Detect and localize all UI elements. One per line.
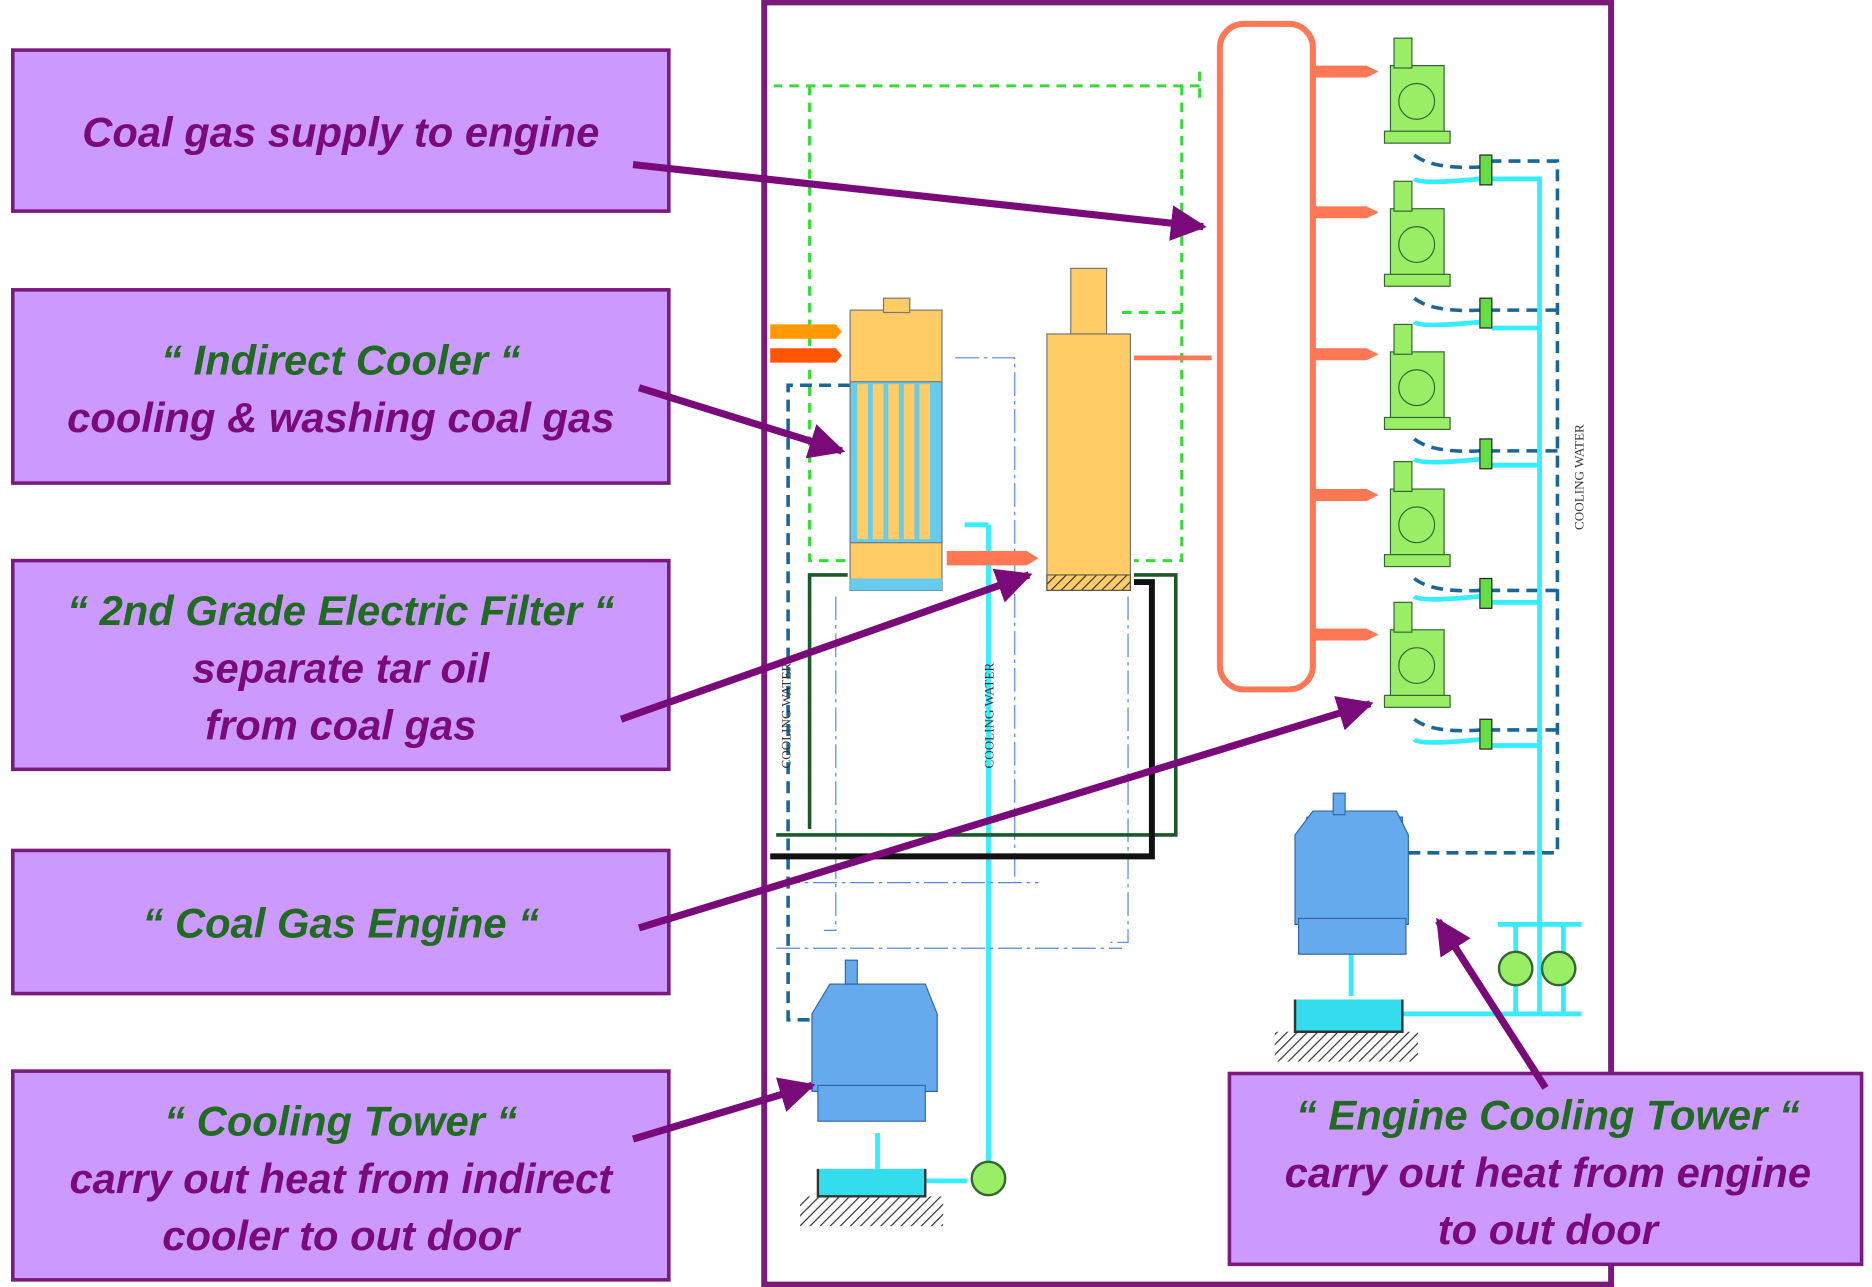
callout-text: “ Indirect Cooler “ bbox=[161, 337, 521, 384]
callout-text: to out door bbox=[1438, 1206, 1661, 1253]
callout-text: carry out heat from indirect bbox=[69, 1155, 614, 1202]
callout-text: “ Engine Cooling Tower “ bbox=[1296, 1092, 1800, 1139]
tar-pipe-main bbox=[770, 582, 1152, 856]
inlet bbox=[770, 348, 842, 362]
diagram: COOLING WATER COOLING WATER COOLING WATE… bbox=[0, 0, 1872, 1287]
page: {"callouts":[ {"lines":["Coal gas supply… bbox=[0, 0, 1872, 1287]
pipe-label: COOLING WATER bbox=[1572, 424, 1587, 530]
gas-header bbox=[1220, 24, 1313, 690]
callout-text: carry out heat from engine bbox=[1285, 1149, 1811, 1196]
callout-text: cooler to out door bbox=[162, 1212, 522, 1259]
engines bbox=[1384, 38, 1450, 707]
indirect-cooler bbox=[850, 298, 942, 590]
callout-text: Coal gas supply to engine bbox=[82, 109, 599, 156]
pipe-label: COOLING WATER bbox=[778, 663, 793, 769]
callout-text: cooling & washing coal gas bbox=[67, 394, 614, 441]
callout-text: from coal gas bbox=[205, 702, 476, 749]
pipe-label: COOLING WATER bbox=[981, 663, 996, 769]
oil-coolers bbox=[1480, 155, 1492, 749]
callout-text: separate tar oil bbox=[192, 644, 490, 691]
gas-flow bbox=[947, 551, 1039, 565]
callout-text: “ 2nd Grade Electric Filter “ bbox=[67, 587, 614, 634]
callout-text: “ Cooling Tower “ bbox=[164, 1098, 517, 1145]
inlet bbox=[770, 324, 842, 338]
gas-pipes bbox=[774, 72, 1200, 561]
electric-filter bbox=[1047, 268, 1130, 590]
engine-feeds bbox=[1313, 66, 1379, 641]
callout-text: “ Coal Gas Engine “ bbox=[143, 900, 540, 947]
